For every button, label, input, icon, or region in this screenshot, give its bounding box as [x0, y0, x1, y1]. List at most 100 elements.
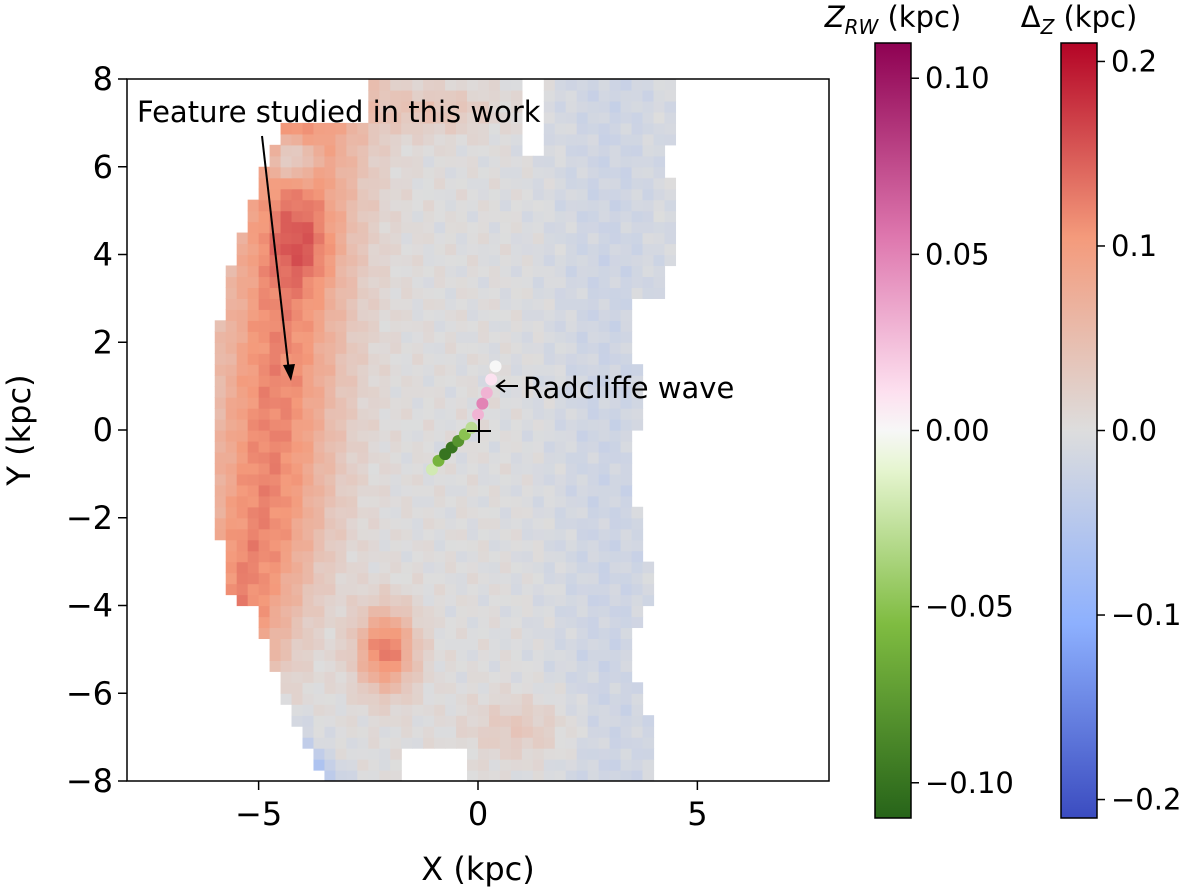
heatmap-cell [499, 561, 512, 574]
heatmap-cell [642, 726, 655, 738]
heatmap-cell [258, 287, 271, 299]
y-tick-label: −8 [66, 762, 113, 800]
heatmap-cell [214, 419, 227, 431]
heatmap-cell [313, 419, 326, 431]
heatmap-cell [423, 177, 435, 190]
heatmap-cell [456, 561, 468, 574]
heatmap-cell [335, 682, 347, 694]
heatmap-cell [499, 79, 512, 91]
heatmap-cell [357, 484, 369, 497]
heatmap-cell [478, 199, 490, 212]
heatmap-cell [488, 309, 501, 321]
heatmap-cell [401, 616, 413, 629]
heatmap-cell [324, 583, 337, 596]
heatmap-cell [609, 375, 622, 387]
heatmap-cell [467, 265, 479, 278]
heatmap-cell [335, 770, 347, 781]
heatmap-cell [456, 408, 468, 420]
heatmap-cell [587, 451, 600, 464]
heatmap-cell [269, 440, 282, 453]
heatmap-cell [642, 287, 655, 299]
heatmap-cell [478, 693, 490, 705]
heatmap-cell [280, 594, 293, 607]
heatmap-cell [510, 627, 523, 640]
radcliffe-wave-point [489, 360, 502, 373]
heatmap-cell [434, 397, 446, 409]
heatmap-cell [532, 748, 545, 760]
heatmap-cell [335, 243, 347, 256]
heatmap-cell [642, 155, 655, 168]
heatmap-cell [565, 594, 578, 607]
heatmap-cell [324, 298, 337, 310]
heatmap-cell [543, 627, 556, 640]
heatmap-cell [313, 682, 326, 694]
heatmap-cell [401, 495, 413, 508]
heatmap-cell [225, 298, 238, 310]
heatmap-cell [510, 79, 523, 91]
heatmap-cell [620, 100, 633, 113]
heatmap-cell [456, 473, 468, 486]
heatmap-cell [521, 353, 534, 365]
heatmap-cell [445, 583, 457, 596]
heatmap-cell [620, 111, 633, 124]
heatmap-cell [302, 364, 315, 376]
heatmap-cell [291, 605, 304, 618]
heatmap-cell [445, 386, 457, 398]
heatmap-cell [510, 199, 523, 212]
heatmap-cell [587, 276, 600, 289]
heatmap-cell [412, 221, 424, 234]
heatmap-cell [324, 408, 337, 420]
heatmap-cell [488, 243, 501, 256]
heatmap-cell [499, 517, 512, 530]
heatmap-cell [357, 265, 369, 278]
heatmap-cell [510, 660, 523, 672]
heatmap-cell [499, 737, 512, 749]
y-tick-label: −2 [66, 499, 113, 537]
heatmap-cell [510, 638, 523, 650]
heatmap-cell [269, 342, 282, 354]
heatmap-cell [576, 155, 589, 168]
heatmap-cell [587, 188, 600, 201]
heatmap-cell [401, 364, 413, 376]
heatmap-cell [488, 583, 501, 596]
heatmap-cell [456, 539, 468, 552]
heatmap-cell [587, 79, 600, 91]
heatmap-cell [379, 254, 391, 267]
x-tick-label: 0 [468, 795, 488, 833]
heatmap-cell [368, 364, 380, 376]
heatmap-cell [423, 375, 435, 387]
heatmap-cell [499, 166, 512, 179]
heatmap-cell [412, 660, 424, 672]
heatmap-cell [456, 495, 468, 508]
heatmap-cell [576, 693, 589, 705]
heatmap-cell [368, 408, 380, 420]
heatmap-cell [467, 550, 479, 563]
heatmap-cell [423, 199, 435, 212]
heatmap-cell [598, 440, 611, 453]
heatmap-cell [664, 210, 677, 223]
heatmap-cell [620, 375, 633, 387]
heatmap-cell [302, 462, 315, 475]
heatmap-cell [478, 440, 490, 453]
heatmap-cell [565, 331, 578, 343]
heatmap-cell [434, 539, 446, 552]
heatmap-cell [302, 594, 315, 607]
heatmap-cell [587, 682, 600, 694]
heatmap-cell [368, 79, 380, 91]
heatmap-cell [291, 166, 304, 179]
heatmap-cell [324, 331, 337, 343]
heatmap-cell [609, 276, 622, 289]
heatmap-cell [587, 287, 600, 299]
heatmap-cell [467, 342, 479, 354]
heatmap-cell [565, 353, 578, 365]
heatmap-cell [302, 419, 315, 431]
heatmap-cell [401, 287, 413, 299]
heatmap-cell [445, 605, 457, 618]
heatmap-cell [313, 605, 326, 618]
heatmap-cell [521, 155, 534, 168]
heatmap-cell [434, 693, 446, 705]
heatmap-cell [247, 419, 260, 431]
heatmap-cell [225, 342, 238, 354]
heatmap-cell [390, 243, 402, 256]
heatmap-cell [302, 627, 315, 640]
